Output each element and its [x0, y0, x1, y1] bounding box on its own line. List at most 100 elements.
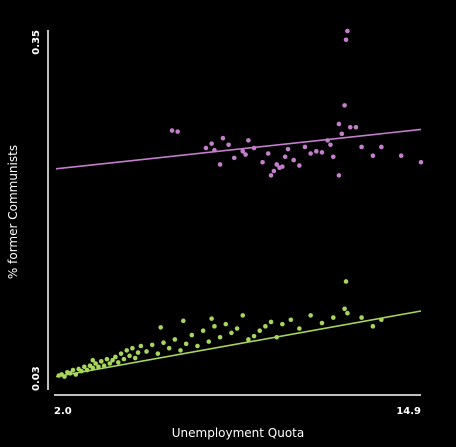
- data-point-s1-21: [291, 157, 296, 163]
- data-point-s2-27: [130, 345, 135, 351]
- y-tick-label-min: 0.03: [31, 366, 42, 391]
- x-tick-label-max: 14.9: [396, 406, 421, 417]
- x-tick-label-min: 2.0: [54, 406, 72, 417]
- data-point-s2-7: [73, 372, 79, 377]
- data-point-s1-10: [243, 152, 248, 157]
- data-point-s2-58: [308, 313, 313, 318]
- data-point-s2-63: [359, 315, 364, 320]
- data-point-s2-23: [118, 351, 124, 356]
- data-point-s1-24: [308, 151, 313, 156]
- data-point-s1-22: [297, 163, 302, 168]
- data-point-s1-5: [212, 147, 217, 153]
- x-axis-label: Unemployment Quota: [172, 426, 305, 440]
- data-point-s1-25: [314, 149, 319, 154]
- data-point-s1-41: [418, 159, 424, 165]
- data-point-s1-8: [231, 155, 237, 161]
- data-point-s2-21: [113, 354, 118, 360]
- data-point-s1-44: [277, 165, 282, 171]
- data-point-s2-29: [135, 350, 141, 355]
- data-point-s1-14: [265, 151, 271, 156]
- data-point-s2-28: [132, 355, 138, 361]
- data-point-s1-19: [282, 154, 288, 160]
- data-point-s2-61: [342, 306, 347, 312]
- data-point-s1-37: [359, 144, 364, 150]
- data-point-s2-3: [62, 374, 67, 379]
- data-point-s2-57: [297, 326, 302, 331]
- y-axis-label: % former Communists: [6, 145, 20, 279]
- data-point-s2-43: [212, 324, 217, 329]
- data-point-s2-30: [138, 343, 144, 349]
- data-point-s1-20: [285, 146, 291, 152]
- data-point-s2-16: [98, 359, 104, 364]
- data-point-s2-42: [206, 339, 212, 344]
- data-point-s2-37: [178, 348, 183, 353]
- data-point-s1-23: [302, 144, 308, 150]
- data-point-s2-38: [183, 341, 189, 347]
- data-point-s1-11: [246, 138, 251, 143]
- data-point-s2-14: [93, 361, 98, 366]
- data-point-s2-59: [319, 320, 325, 326]
- data-point-s2-54: [274, 334, 279, 340]
- data-point-s1-39: [379, 144, 384, 150]
- data-point-s2-69: [158, 325, 163, 330]
- data-point-s2-5: [67, 371, 73, 376]
- data-point-s1-35: [347, 124, 353, 130]
- data-point-s2-66: [343, 279, 349, 284]
- data-point-s1-29: [330, 154, 336, 160]
- data-point-s1-15: [268, 173, 274, 178]
- data-point-s1-6: [220, 135, 226, 141]
- data-point-s2-53: [268, 319, 274, 325]
- data-point-s2-56: [288, 317, 294, 323]
- data-point-s1-28: [328, 142, 333, 148]
- data-point-s1-7: [226, 142, 231, 148]
- data-point-s2-45: [223, 321, 229, 327]
- data-point-s1-26: [319, 150, 325, 155]
- data-point-s1-42: [336, 173, 342, 178]
- data-point-s1-4: [209, 141, 214, 146]
- data-point-s2-33: [155, 351, 161, 356]
- y-tick-label-max: 0.35: [31, 30, 42, 55]
- data-point-s2-17: [101, 363, 107, 368]
- data-point-s2-40: [195, 343, 200, 349]
- data-point-s2-60: [330, 315, 336, 320]
- data-point-s2-10: [81, 364, 87, 370]
- data-point-s2-31: [144, 349, 149, 354]
- data-point-s1-27: [325, 138, 330, 143]
- fit-line-2: [55, 310, 422, 378]
- data-point-s1-43: [217, 162, 223, 167]
- data-point-s2-62: [345, 310, 350, 316]
- data-point-s2-70: [90, 357, 96, 363]
- data-point-s2-44: [217, 334, 223, 340]
- data-point-s2-48: [240, 313, 246, 318]
- data-point-s2-18: [104, 356, 110, 362]
- data-point-s1-13: [260, 159, 265, 165]
- data-point-s2-35: [166, 345, 172, 351]
- data-point-s1-32: [342, 103, 347, 108]
- data-point-s2-36: [172, 337, 178, 342]
- data-point-s2-13: [90, 365, 96, 371]
- data-point-s1-34: [345, 28, 350, 34]
- data-point-s1-31: [339, 131, 345, 137]
- data-point-s1-33: [343, 37, 349, 43]
- data-point-s2-6: [70, 367, 76, 373]
- data-points: [56, 28, 424, 379]
- data-point-s2-9: [79, 368, 84, 374]
- data-point-s1-3: [203, 145, 209, 151]
- data-point-s2-20: [110, 357, 115, 363]
- fit-line-1: [55, 128, 422, 170]
- data-point-s1-1: [169, 128, 175, 133]
- data-point-s2-65: [379, 317, 384, 323]
- data-point-s2-19: [107, 361, 113, 366]
- data-point-s1-12: [251, 145, 257, 151]
- data-point-s1-36: [353, 124, 359, 130]
- data-point-s2-26: [127, 353, 132, 359]
- data-point-s2-64: [370, 324, 376, 329]
- data-point-s2-11: [84, 367, 90, 373]
- data-point-s2-46: [229, 330, 234, 336]
- data-point-s2-41: [200, 328, 206, 333]
- data-point-s2-25: [124, 348, 130, 353]
- data-point-s2-34: [161, 340, 166, 346]
- data-point-s1-9: [240, 149, 246, 154]
- data-point-s1-17: [274, 162, 279, 167]
- data-point-s2-39: [189, 332, 195, 338]
